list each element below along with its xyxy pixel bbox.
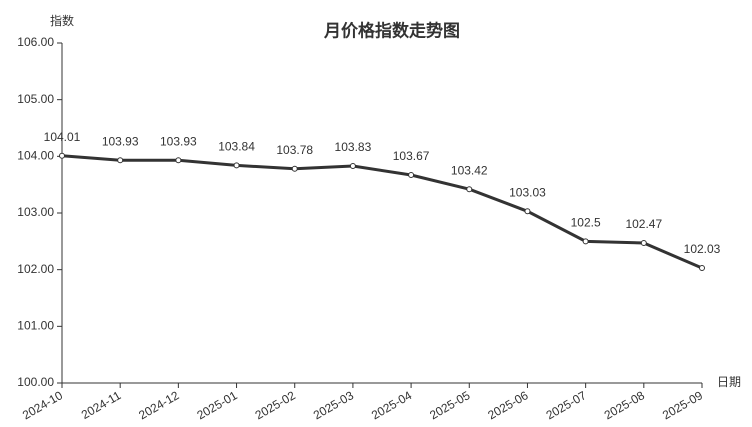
value-label: 102.03 <box>684 242 721 256</box>
x-tick-label: 2024-11 <box>79 388 124 422</box>
point <box>233 162 240 169</box>
point <box>59 152 65 159</box>
value-label: 103.84 <box>218 140 255 154</box>
point <box>291 165 298 172</box>
value-label: 103.67 <box>393 149 430 163</box>
value-label: 104.01 <box>44 130 81 144</box>
y-tick-label: 103.00 <box>17 205 54 219</box>
point <box>175 157 182 164</box>
y-tick-label: 104.00 <box>17 149 54 163</box>
x-tick-label: 2025-07 <box>544 388 589 422</box>
point <box>640 240 647 247</box>
x-tick-label: 2025-03 <box>311 388 356 422</box>
point <box>349 162 356 169</box>
x-tick-label: 2025-08 <box>602 388 647 422</box>
y-tick-label: 105.00 <box>17 92 54 106</box>
value-label: 103.03 <box>509 185 546 199</box>
x-tick-label: 2025-04 <box>369 388 414 422</box>
value-label: 103.93 <box>160 134 197 148</box>
x-tick-label: 2025-06 <box>485 388 530 422</box>
chart-title: 月价格指数走势图 <box>323 20 460 40</box>
y-axis-label: 指数 <box>50 13 74 28</box>
y-tick-label: 106.00 <box>17 35 54 49</box>
value-label: 102.5 <box>571 216 601 230</box>
x-tick-label: 2025-05 <box>427 388 472 422</box>
line <box>61 154 703 270</box>
point <box>408 172 415 179</box>
x-tick-label: 2025-02 <box>253 388 298 422</box>
x-tick-label: 2024-10 <box>20 388 65 422</box>
y-tick-label: 101.00 <box>17 319 54 333</box>
x-tick-label: 2024-12 <box>136 388 181 422</box>
y-tick-label: 100.00 <box>17 375 54 389</box>
point <box>699 264 705 271</box>
point <box>466 186 473 193</box>
point <box>117 157 124 164</box>
x-tick-label: 2025-01 <box>194 388 239 422</box>
value-label: 103.78 <box>276 143 313 157</box>
point <box>524 208 531 215</box>
x-axis-label: 日期 <box>717 375 741 389</box>
value-label: 103.93 <box>102 134 139 148</box>
x-tick-label: 2025-09 <box>660 388 705 422</box>
point <box>582 238 589 245</box>
value-label: 103.42 <box>451 163 488 177</box>
y-tick-label: 102.00 <box>17 262 54 276</box>
value-label: 102.47 <box>625 217 662 231</box>
value-label: 103.83 <box>335 140 372 154</box>
